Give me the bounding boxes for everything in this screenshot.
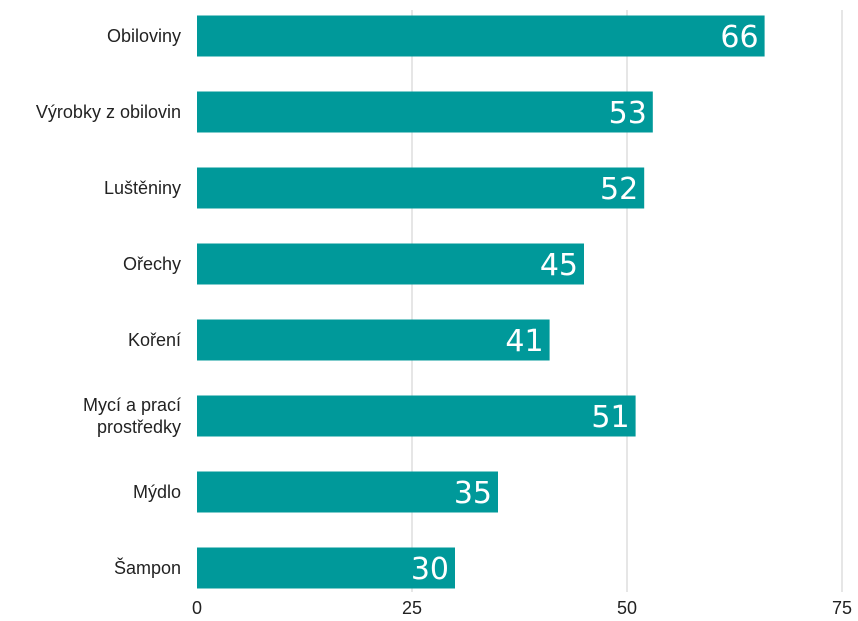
bars-group: 66 53 52 45 41 51 35 30 (197, 15, 765, 589)
category-labels: Obiloviny Výrobky z obilovin Luštěniny Ořec… (36, 26, 181, 578)
category-label-5: Mycí a prací prostředky (83, 395, 181, 437)
category-label-3: Ořechy (123, 254, 181, 274)
bar-7 (197, 547, 455, 589)
data-label-6: 35 (454, 476, 492, 511)
bar-5 (197, 395, 636, 437)
bar-0 (197, 15, 765, 57)
x-tick-label-3: 75 (832, 598, 852, 618)
data-label-7: 30 (411, 552, 449, 587)
category-label-4: Koření (128, 330, 181, 350)
bar-4 (197, 319, 550, 361)
bar-1 (197, 91, 653, 133)
category-label-6: Mýdlo (133, 482, 181, 502)
category-label-1: Výrobky z obilovin (36, 102, 181, 122)
x-tick-label-2: 50 (617, 598, 637, 618)
data-label-4: 41 (505, 324, 543, 359)
bar-6 (197, 471, 498, 513)
data-label-2: 52 (600, 172, 638, 207)
category-label-2: Luštěniny (104, 178, 181, 198)
data-label-0: 66 (720, 20, 758, 55)
bar-2 (197, 167, 645, 209)
x-tick-label-1: 25 (402, 598, 422, 618)
x-axis-ticks: 0 25 50 75 (192, 598, 852, 618)
category-label-0: Obiloviny (107, 26, 181, 46)
data-label-1: 53 (609, 96, 647, 131)
x-tick-label-0: 0 (192, 598, 202, 618)
data-label-5: 51 (591, 400, 629, 435)
bar-3 (197, 243, 584, 285)
category-label-7: Šampon (114, 557, 181, 578)
data-label-3: 45 (540, 248, 578, 283)
